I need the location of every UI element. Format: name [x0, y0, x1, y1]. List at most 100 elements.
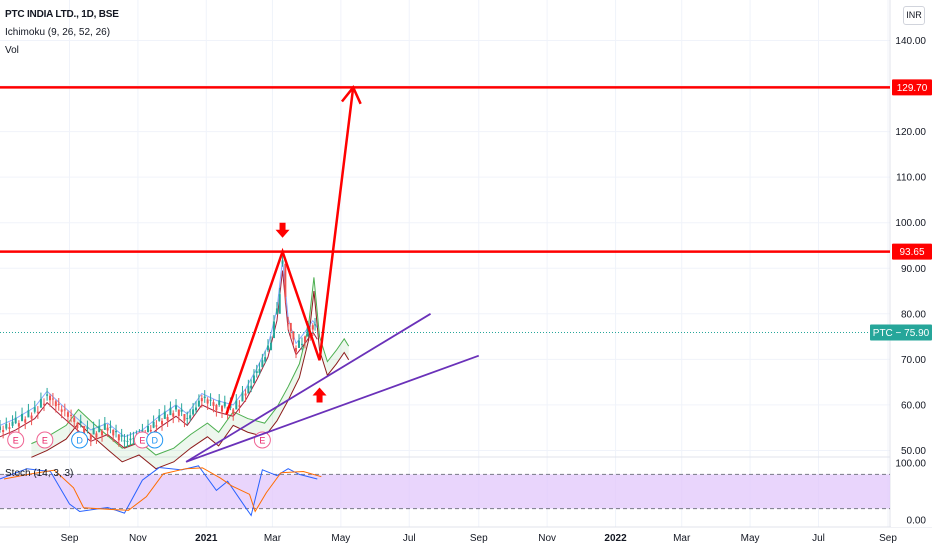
- candle-body: [83, 425, 86, 434]
- candle-body: [54, 401, 57, 407]
- candle-body: [76, 423, 79, 429]
- time-tick-label: Nov: [129, 533, 147, 544]
- time-tick-label: 2022: [604, 533, 627, 544]
- time-tick-label: May: [741, 533, 760, 544]
- candle-body: [166, 417, 169, 421]
- drawings[interactable]: [0, 85, 890, 463]
- candle-body: [186, 417, 189, 419]
- candle-body: [261, 360, 264, 368]
- stoch-k-line: [0, 465, 318, 517]
- candle-body: [289, 322, 292, 332]
- candle-body: [235, 400, 238, 410]
- candle-body: [147, 426, 149, 433]
- candle-body: [57, 403, 60, 405]
- candle-body: [215, 404, 218, 411]
- candle-body: [206, 399, 209, 404]
- price-badge-label: PTC − 75.90: [873, 328, 930, 339]
- candle-body: [92, 428, 95, 435]
- time-tick-label: Mar: [673, 533, 691, 544]
- candle-body: [209, 399, 212, 401]
- candle-body: [27, 410, 30, 418]
- dividend-marker[interactable]: [146, 431, 164, 449]
- candle-body: [152, 421, 155, 428]
- candle-body: [17, 423, 20, 427]
- dividend-marker[interactable]: [71, 431, 89, 449]
- candle-body: [8, 427, 11, 429]
- candle-body: [123, 440, 126, 442]
- candle-body: [177, 409, 180, 416]
- candle-body: [14, 417, 17, 424]
- base-line: [0, 270, 318, 449]
- event-label: E: [139, 436, 145, 446]
- candle-body: [95, 433, 98, 438]
- price-tick-label: 110.00: [896, 173, 926, 184]
- candle-body: [200, 398, 203, 402]
- level-badge[interactable]: [892, 243, 932, 260]
- candle-body: [311, 325, 314, 330]
- trendline[interactable]: [185, 354, 480, 463]
- candle-body: [66, 412, 69, 417]
- arrow-down-icon[interactable]: [275, 222, 290, 238]
- candle-body: [241, 392, 244, 402]
- price-tick-label: 100.00: [895, 218, 926, 229]
- candle-body: [255, 371, 258, 374]
- projection-path[interactable]: [225, 87, 355, 415]
- candle-body: [33, 407, 36, 412]
- ichimoku-cloud: [0, 259, 350, 470]
- stoch-tick-label: 100.00: [895, 459, 926, 470]
- candle-body: [117, 434, 120, 441]
- candle-body: [303, 336, 306, 343]
- candle-body: [103, 423, 106, 430]
- price-tick-label: 80.00: [901, 309, 926, 320]
- candle-body: [258, 368, 261, 374]
- candle-body: [194, 407, 197, 411]
- candle-body: [278, 294, 281, 314]
- volume-legend[interactable]: Vol: [5, 45, 19, 56]
- arrow-up-icon[interactable]: [312, 387, 327, 403]
- time-tick-label: 2021: [195, 533, 218, 544]
- candle-body: [275, 308, 278, 314]
- time-tick-label: Nov: [538, 533, 556, 544]
- projection-arrowhead[interactable]: [340, 85, 362, 105]
- candle-body: [101, 431, 104, 436]
- candle-body: [112, 429, 115, 436]
- candle-body: [115, 431, 118, 433]
- leading-span-a: [31, 277, 350, 456]
- event-label: D: [151, 436, 158, 446]
- earnings-marker[interactable]: [7, 431, 25, 449]
- candle-body: [129, 438, 132, 441]
- price-badge[interactable]: [870, 324, 932, 341]
- candle-body: [238, 405, 241, 407]
- stoch-pane: [0, 465, 890, 517]
- time-tick-label: Sep: [470, 533, 488, 544]
- price-axis: 140.00130.00120.00110.00100.0090.0080.00…: [870, 0, 932, 527]
- event-label: E: [42, 436, 48, 446]
- candle-body: [63, 409, 66, 411]
- candle-body: [30, 415, 33, 419]
- trendline[interactable]: [185, 313, 432, 463]
- candle-body: [266, 345, 269, 351]
- candle-body: [158, 415, 161, 421]
- candle-body: [132, 438, 135, 440]
- level-badge[interactable]: [892, 79, 932, 96]
- candle-body: [60, 409, 63, 412]
- candle-body: [79, 421, 82, 424]
- candle-body: [192, 409, 195, 415]
- earnings-marker[interactable]: [36, 431, 54, 449]
- stoch-legend[interactable]: Stoch (14, 3, 3): [5, 468, 74, 479]
- ichimoku-legend[interactable]: Ichimoku (9, 26, 52, 26): [5, 27, 111, 38]
- candle-body: [218, 400, 221, 405]
- candle-body: [300, 343, 303, 345]
- symbol-title[interactable]: PTC INDIA LTD., 1D, BSE: [5, 9, 119, 20]
- candle-body: [197, 400, 200, 407]
- candle-body: [189, 415, 192, 419]
- candle-body: [232, 409, 235, 415]
- stoch-band: [0, 474, 890, 509]
- candle-body: [155, 425, 158, 427]
- currency-button[interactable]: INR: [903, 6, 925, 25]
- level-badge-label: 129.70: [897, 83, 928, 94]
- price-tick-label: 70.00: [901, 355, 926, 366]
- candle-body: [287, 322, 290, 324]
